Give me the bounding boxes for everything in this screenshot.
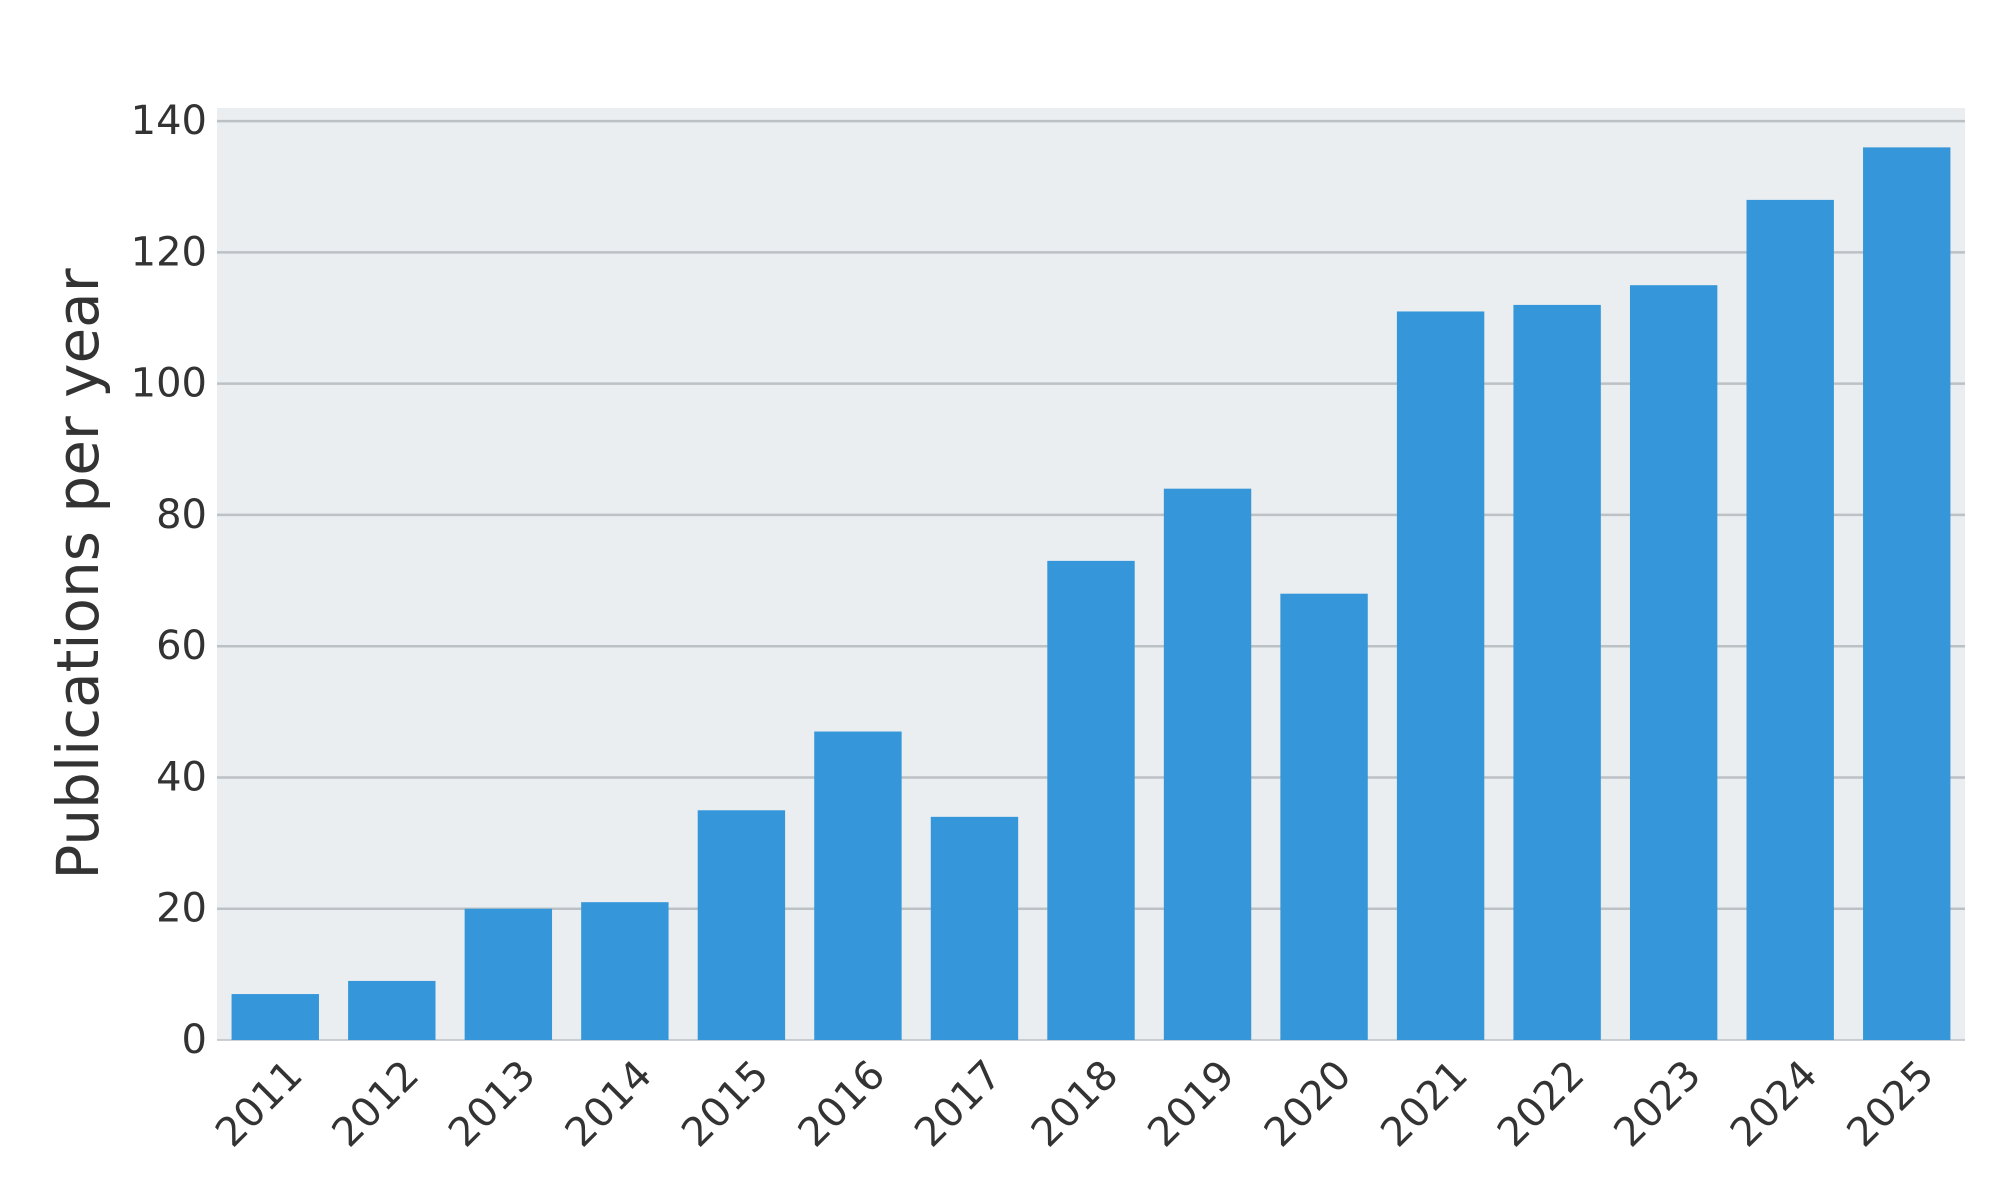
y-tick-label: 60 [156, 623, 207, 669]
x-tick-label: 2025 [1838, 1052, 1943, 1157]
x-tick-label: 2018 [1023, 1052, 1128, 1157]
y-tick-label: 0 [182, 1017, 207, 1063]
x-tick-label: 2014 [557, 1052, 662, 1157]
bar-2011 [231, 994, 319, 1040]
y-tick-label: 40 [156, 754, 207, 800]
x-tick-label: 2015 [673, 1052, 778, 1157]
x-tick-label: 2019 [1139, 1052, 1244, 1157]
x-tick-label: 2022 [1489, 1052, 1594, 1157]
bar-2017 [930, 816, 1019, 1040]
y-tick-label: 120 [131, 229, 207, 275]
y-tick-label: 100 [131, 361, 207, 407]
x-tick-label: 2011 [207, 1052, 312, 1157]
bar-2022 [1513, 304, 1601, 1041]
x-tick-label: 2024 [1722, 1052, 1827, 1157]
y-axis-ticks: 0 20 40 60 80 100 120 140 [131, 98, 207, 1063]
bar-2024 [1746, 199, 1834, 1040]
bar-2012 [348, 980, 436, 1040]
y-tick-label: 20 [156, 886, 207, 932]
y-tick-label: 80 [156, 492, 207, 538]
x-tick-label: 2020 [1256, 1052, 1361, 1157]
bar-2013 [464, 908, 553, 1040]
bar-2021 [1396, 311, 1485, 1040]
bar-2014 [581, 902, 669, 1040]
bar-2018 [1047, 560, 1135, 1040]
bar-2020 [1280, 593, 1368, 1040]
x-tick-label: 2023 [1605, 1052, 1710, 1157]
y-axis-title: Publications per year [44, 268, 112, 879]
x-tick-label: 2012 [324, 1052, 429, 1157]
y-tick-label: 140 [131, 98, 207, 144]
bar-2025 [1863, 147, 1951, 1041]
x-axis-ticks: 2011 2012 2013 2014 2015 2016 2017 2018 2019 2020… [207, 1052, 1943, 1157]
bars [231, 147, 1951, 1041]
x-tick-label: 2013 [440, 1052, 545, 1157]
x-tick-label: 2017 [906, 1052, 1011, 1157]
x-tick-label: 2021 [1372, 1052, 1477, 1157]
bar-2019 [1163, 488, 1252, 1041]
bar-2015 [697, 810, 786, 1040]
bar-2016 [814, 731, 902, 1040]
x-tick-label: 2016 [790, 1052, 895, 1157]
bar-2023 [1629, 285, 1718, 1040]
